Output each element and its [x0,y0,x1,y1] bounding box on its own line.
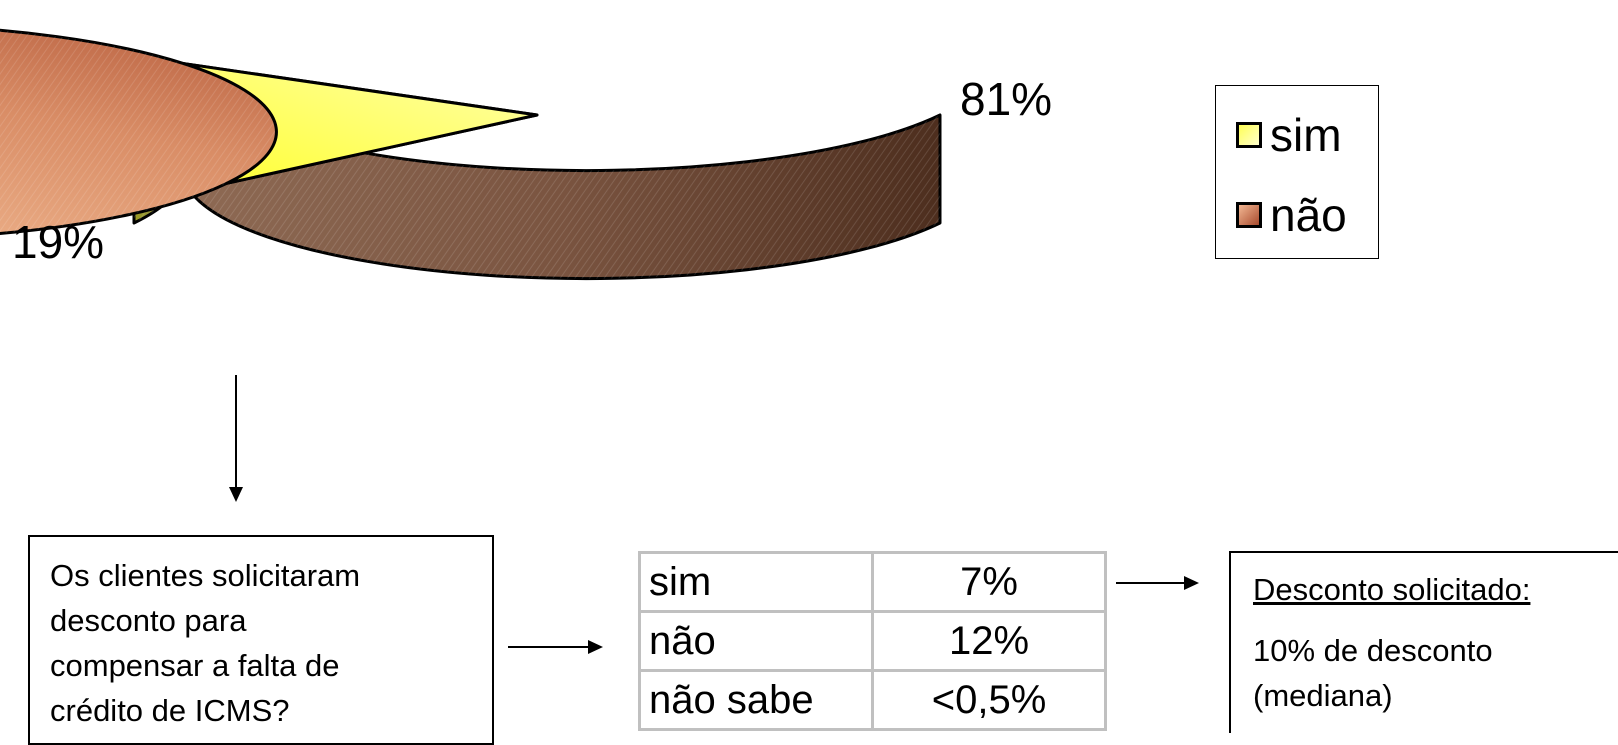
data-label-nao: 81% [960,73,1053,125]
question-line: Os clientes solicitaram [50,558,361,593]
legend-swatch-sim [1236,122,1262,148]
pie-side-nao-texture [183,63,941,279]
result-box: Desconto solicitado: 10% de desconto (me… [1229,551,1618,733]
result-line: 10% de desconto [1253,633,1493,668]
answer-cell: não sabe [638,669,874,731]
table-row: não sabe <0,5% [638,669,1107,731]
question-line: compensar a falta de [50,648,340,683]
question-line: crédito de ICMS? [50,693,290,728]
value-cell: 12% [871,610,1107,672]
arrow-to-result [1116,576,1199,590]
table-row: sim 7% [638,551,1107,613]
pie-slice-sim [182,62,539,185]
question-box: Os clientes solicitaram desconto para co… [28,535,494,745]
answer-cell: sim [638,551,874,613]
arrow-to-table [508,640,603,654]
table-row: não 12% [638,610,1107,672]
legend-item-nao: não [1236,192,1347,238]
question-line: desconto para [50,603,247,638]
chart-legend: sim não [1215,85,1379,259]
value-cell: <0,5% [871,669,1107,731]
result-line: (mediana) [1253,678,1393,713]
answer-cell: não [638,610,874,672]
legend-label-sim: sim [1270,109,1342,161]
data-label-sim: 19% [12,216,105,268]
value-cell: 7% [871,551,1107,613]
pie-chart [0,28,942,281]
legend-swatch-nao [1236,202,1262,228]
legend-label-nao: não [1270,189,1347,241]
result-title: Desconto solicitado: [1253,572,1531,607]
answer-table: sim 7% não 12% não sabe <0,5% [638,551,1107,731]
legend-item-sim: sim [1236,112,1342,158]
pie-slice-nao-texture [0,30,537,234]
arrow-down [229,375,243,502]
